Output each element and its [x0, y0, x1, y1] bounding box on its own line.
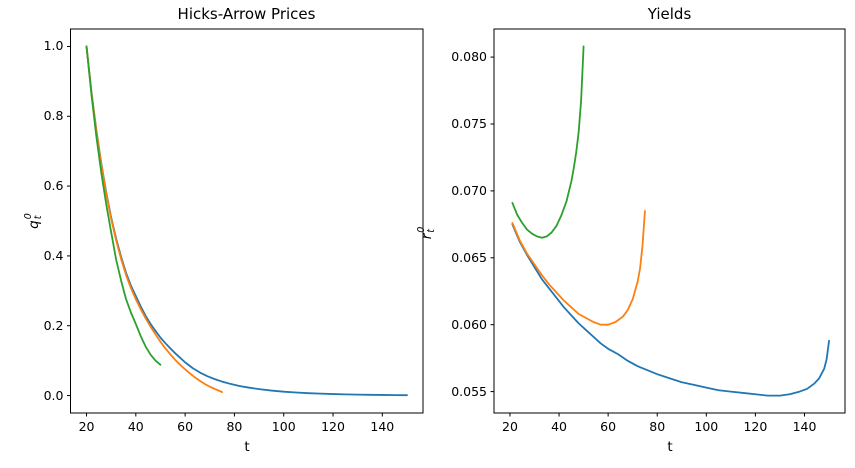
y-tick-label: 0.075	[451, 115, 487, 131]
x-tick-label: 20	[502, 419, 518, 434]
left-x-axis-label: t	[244, 439, 250, 455]
y-tick-label: 0.6	[43, 178, 64, 194]
price-curve-orange	[85, 45, 224, 393]
y-tick-label: 0.0	[43, 387, 64, 403]
x-tick-label: 120	[321, 419, 345, 434]
yield-curve-green	[511, 45, 585, 239]
y-tick-label: 0.070	[451, 182, 487, 198]
x-tick-label: 80	[226, 419, 243, 434]
x-tick-label: 40	[551, 419, 567, 434]
y-tick-label: 0.2	[43, 317, 64, 333]
x-tick-label: 120	[743, 419, 768, 434]
right-chart-title: Yields	[647, 5, 692, 23]
x-tick-label: 60	[177, 419, 194, 434]
price-curve-green	[85, 45, 162, 366]
y-tick-label: 0.8	[43, 108, 64, 124]
y-tick-label: 0.4	[43, 247, 64, 263]
math-subscript: t	[426, 229, 437, 233]
y-tick-label: 0.065	[451, 249, 487, 265]
yield-curve-blue	[511, 223, 830, 397]
axes-spines-1	[493, 28, 846, 414]
math-base: r	[419, 233, 435, 240]
x-tick-label: 100	[271, 419, 296, 434]
axes-spines-0	[70, 28, 424, 414]
y-tick-label: 0.080	[451, 49, 487, 65]
x-tick-label: 140	[792, 419, 817, 434]
right-x-axis-label: t	[667, 439, 673, 455]
x-tick-label: 80	[649, 419, 666, 434]
x-tick-label: 20	[78, 419, 95, 434]
x-tick-label: 60	[600, 419, 617, 434]
left-chart-title: Hicks-Arrow Prices	[177, 5, 316, 23]
y-tick-label: 0.060	[451, 316, 487, 332]
x-tick-label: 100	[694, 419, 719, 434]
x-tick-label: 40	[127, 419, 144, 434]
math-base: q	[26, 220, 42, 229]
y-tick-label: 1.0	[43, 38, 64, 54]
math-subscript: t	[33, 215, 44, 220]
x-tick-label: 140	[370, 419, 395, 434]
price-curve-blue	[85, 45, 408, 397]
y-tick-label: 0.055	[451, 383, 487, 399]
yield-curve-orange	[511, 210, 646, 326]
